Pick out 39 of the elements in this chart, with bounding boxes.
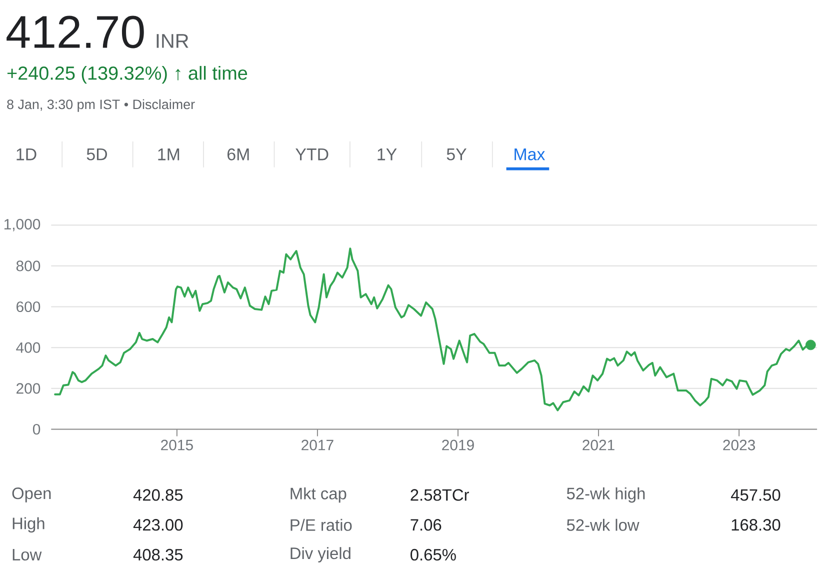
text: 1M: [158, 148, 180, 160]
text: 2.58TCr: [410, 489, 469, 501]
text: 7.06: [410, 519, 442, 531]
x-tick-label: 2015: [161, 440, 193, 450]
chart-title: 412.70: [6, 16, 144, 48]
text: Open: [12, 488, 51, 503]
text: 5Y: [446, 148, 466, 160]
text: Mkt cap: [290, 487, 346, 503]
text: 420.85: [133, 489, 183, 501]
text: 0.65%: [410, 549, 456, 561]
text: Max: [514, 148, 546, 160]
text: 52-wk high: [566, 487, 645, 503]
y-tick-label: 800: [16, 260, 40, 272]
x-tick-label: 2021: [582, 440, 614, 450]
y-tick-label: 200: [16, 383, 40, 394]
y-tick-label: 600: [16, 302, 40, 312]
text: 6M: [228, 148, 249, 161]
text: YTD: [296, 148, 328, 160]
x-tick-label: 2019: [442, 440, 474, 450]
y-tick-label: 1,000: [4, 219, 40, 232]
text: 8 Jan, 3:30 pm IST • Disclaimer: [7, 99, 195, 112]
text: Div yield: [290, 547, 350, 563]
text: 52-wk low: [566, 518, 640, 532]
text: Low: [12, 549, 42, 561]
text: 1D: [16, 148, 36, 160]
chart-subtitle: +240.25 (139.32%) ↑ all time: [7, 66, 248, 84]
x-tick-label: 2023: [723, 440, 756, 450]
text: 457.50: [730, 489, 780, 501]
y-tick-label: 0: [32, 424, 40, 435]
text: 168.30: [732, 519, 780, 531]
text: INR: [156, 34, 188, 48]
y-tick-label: 400: [16, 342, 40, 354]
text: 408.35: [133, 549, 183, 561]
text: 423.00: [133, 519, 183, 531]
text: 1Y: [378, 148, 397, 160]
text: High: [12, 517, 44, 533]
x-tick-label: 2017: [302, 440, 334, 450]
text: P/E ratio: [290, 518, 352, 532]
text: 5D: [86, 148, 107, 160]
